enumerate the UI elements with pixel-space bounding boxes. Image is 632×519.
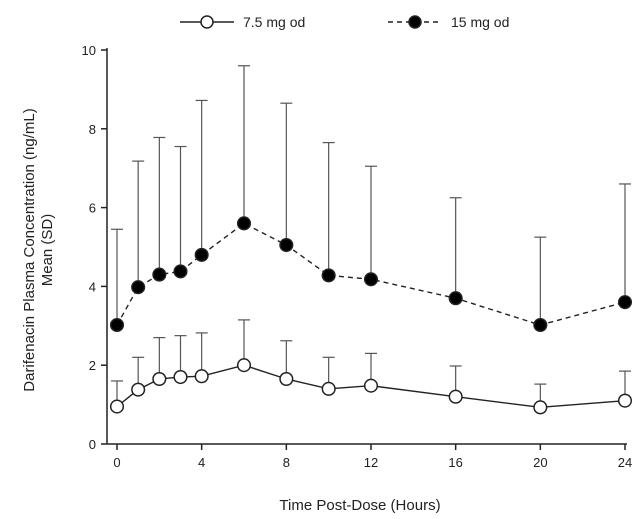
data-point-0: [448, 389, 463, 404]
y-tick-label: 8: [89, 122, 96, 137]
y-axis-title-line1: Darifenacin Plasma Concentration (ng/mL): [21, 108, 38, 391]
data-point-1: [109, 317, 125, 333]
data-point-1: [236, 216, 252, 231]
legend-label-1: 15 mg od: [451, 14, 509, 30]
data-point-1: [131, 280, 146, 295]
data-point-1: [533, 317, 548, 333]
legend-marker-0: [200, 15, 214, 29]
x-axis-title: Time Post-Dose (Hours): [279, 497, 440, 514]
data-point-1: [363, 272, 379, 287]
y-axis-title-line2: Mean (SD): [39, 214, 56, 287]
legend-marker-1: [408, 15, 422, 29]
x-tick-label: 8: [283, 455, 290, 470]
x-tick-label: 12: [364, 455, 378, 470]
data-point-0: [363, 378, 379, 393]
y-tick-label: 4: [89, 279, 96, 294]
x-tick-label: 4: [198, 455, 205, 470]
legend: 7.5 mg od 15 mg od: [180, 14, 509, 30]
x-tick-label: 0: [113, 455, 120, 470]
y-tick-label: 6: [89, 201, 96, 216]
data-point-0: [109, 399, 125, 414]
data-point-0: [321, 381, 336, 396]
data-point-1: [617, 295, 632, 310]
data-point-1: [152, 267, 167, 282]
y-tick-label: 2: [89, 358, 96, 373]
data-point-0: [533, 400, 548, 415]
data-point-0: [236, 358, 252, 373]
data-point-1: [321, 268, 336, 283]
y-axis-title: Darifenacin Plasma Concentration (ng/mL)…: [21, 108, 56, 391]
data-point-1: [173, 264, 188, 279]
data-point-1: [194, 247, 209, 262]
error-bars: [111, 65, 631, 408]
data-point-1: [279, 237, 294, 253]
data-point-0: [279, 371, 294, 387]
data-point-0: [194, 369, 209, 384]
data-point-0: [131, 382, 146, 397]
data-point-0: [152, 371, 167, 387]
y-tick-label: 0: [89, 437, 96, 452]
data-point-1: [448, 291, 463, 306]
legend-label-0: 7.5 mg od: [243, 14, 305, 30]
y-tick-label: 10: [82, 43, 96, 58]
data-point-0: [173, 369, 188, 385]
data-point-0: [617, 393, 632, 408]
series-markers: [109, 216, 632, 415]
x-tick-label: 20: [533, 455, 547, 470]
x-tick-label: 24: [618, 455, 632, 470]
x-tick-label: 16: [448, 455, 462, 470]
